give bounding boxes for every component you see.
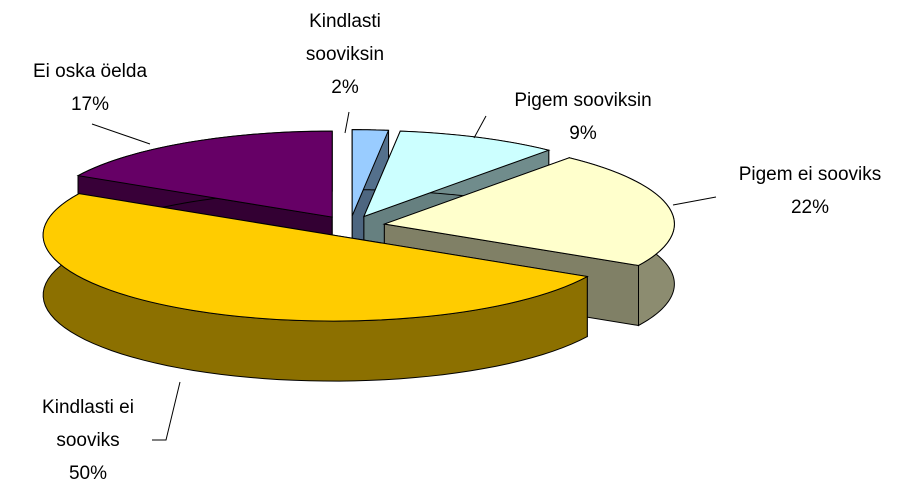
category-label: Pigem ei sooviks bbox=[738, 164, 882, 185]
value-label: 22% bbox=[790, 197, 830, 218]
slice-top bbox=[76, 130, 333, 218]
leader-line bbox=[152, 381, 181, 441]
data-label: Kindlasti ei sooviks 50% bbox=[13, 391, 163, 483]
value-label: 50% bbox=[68, 463, 108, 483]
slice-top bbox=[382, 157, 675, 267]
category-label: Pigem sooviksin bbox=[514, 90, 652, 111]
leader-line bbox=[91, 123, 151, 145]
category-label: Kindlasti ei sooviks bbox=[42, 397, 134, 451]
category-label: Ei oska öelda bbox=[32, 61, 148, 82]
slice bbox=[42, 192, 589, 382]
slice-top bbox=[351, 129, 390, 216]
slice-top bbox=[362, 130, 551, 218]
data-label: Pigem sooviksin 9% bbox=[473, 84, 693, 150]
data-label: Ei oska öelda 17% bbox=[0, 55, 200, 121]
category-label: Kindlasti sooviksin bbox=[305, 11, 385, 65]
value-label: 9% bbox=[569, 123, 597, 144]
value-label: 17% bbox=[70, 94, 110, 115]
data-label: Pigem ei sooviks 22% bbox=[700, 158, 920, 224]
leader-line bbox=[672, 196, 717, 206]
value-label: 2% bbox=[331, 77, 359, 98]
data-label: Kindlasti sooviksin 2% bbox=[280, 5, 410, 104]
slice-top bbox=[42, 193, 589, 322]
leader-line bbox=[344, 111, 350, 134]
leader-line bbox=[473, 115, 487, 139]
